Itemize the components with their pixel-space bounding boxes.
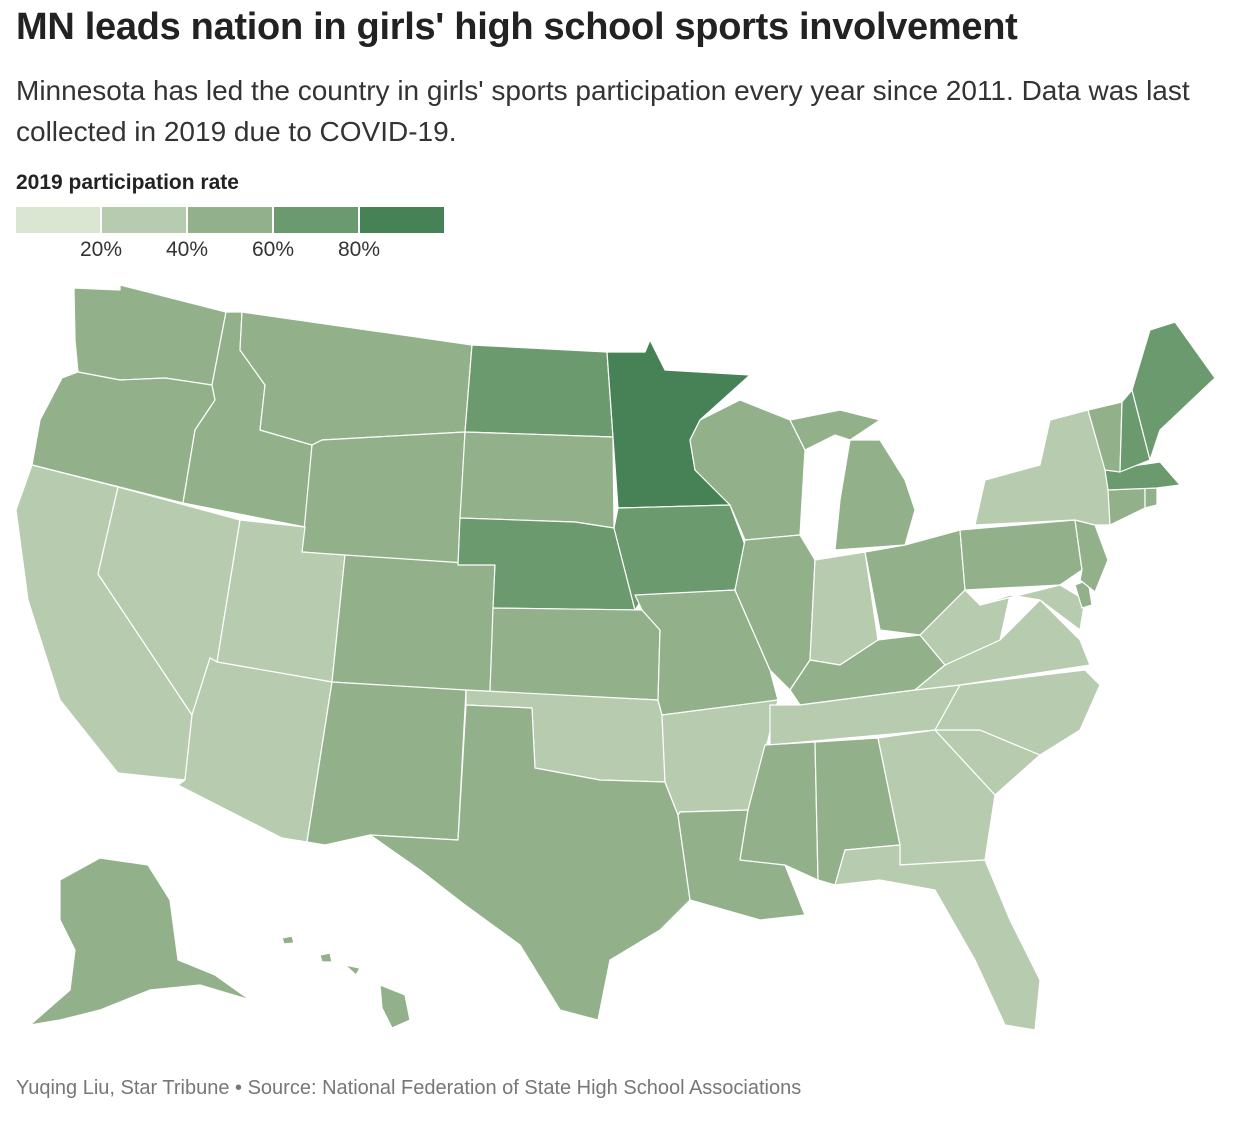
- state-new-york[interactable]: [974, 409, 1111, 526]
- legend-color-scale: [16, 207, 446, 233]
- state-michigan[interactable]: [789, 409, 916, 551]
- legend-swatch-1: [102, 207, 186, 233]
- state-kansas[interactable]: [489, 607, 661, 701]
- state-rhode-island[interactable]: [1144, 487, 1158, 509]
- chart-title: MN leads nation in girls' high school sp…: [16, 6, 1018, 48]
- state-pennsylvania[interactable]: [959, 519, 1083, 591]
- state-alaska[interactable]: [29, 857, 251, 1026]
- legend-tick-60: 60%: [251, 238, 295, 261]
- state-texas[interactable]: [369, 704, 691, 1021]
- state-wyoming[interactable]: [301, 431, 466, 566]
- legend-swatch-3: [274, 207, 358, 233]
- state-arizona[interactable]: [177, 657, 333, 843]
- state-new-jersey[interactable]: [1074, 519, 1109, 593]
- source-credit: Yuqing Liu, Star Tribune • Source: Natio…: [16, 1077, 802, 1099]
- state-north-carolina[interactable]: [934, 669, 1101, 756]
- chart-subtitle: Minnesota has led the country in girls' …: [16, 75, 1190, 147]
- state-maryland[interactable]: [979, 584, 1086, 631]
- state-connecticut[interactable]: [1107, 487, 1146, 526]
- state-florida[interactable]: [834, 844, 1041, 1031]
- state-colorado[interactable]: [331, 554, 496, 693]
- legend-title: 2019 participation rate: [16, 171, 239, 194]
- state-maine[interactable]: [1131, 321, 1216, 461]
- legend-swatch-4: [360, 207, 444, 233]
- state-south-dakota[interactable]: [459, 431, 615, 529]
- legend-tick-20: 20%: [79, 238, 123, 261]
- state-hawaii[interactable]: [281, 935, 411, 1029]
- state-new-mexico[interactable]: [306, 681, 467, 846]
- legend-tick-40: 40%: [165, 238, 209, 261]
- state-north-dakota[interactable]: [464, 344, 614, 438]
- legend-swatch-0: [16, 207, 100, 233]
- us-map: [15, 284, 1216, 1031]
- legend-swatch-2: [188, 207, 272, 233]
- legend-tick-80: 80%: [337, 238, 381, 261]
- state-washington[interactable]: [73, 284, 227, 386]
- state-montana[interactable]: [239, 311, 473, 446]
